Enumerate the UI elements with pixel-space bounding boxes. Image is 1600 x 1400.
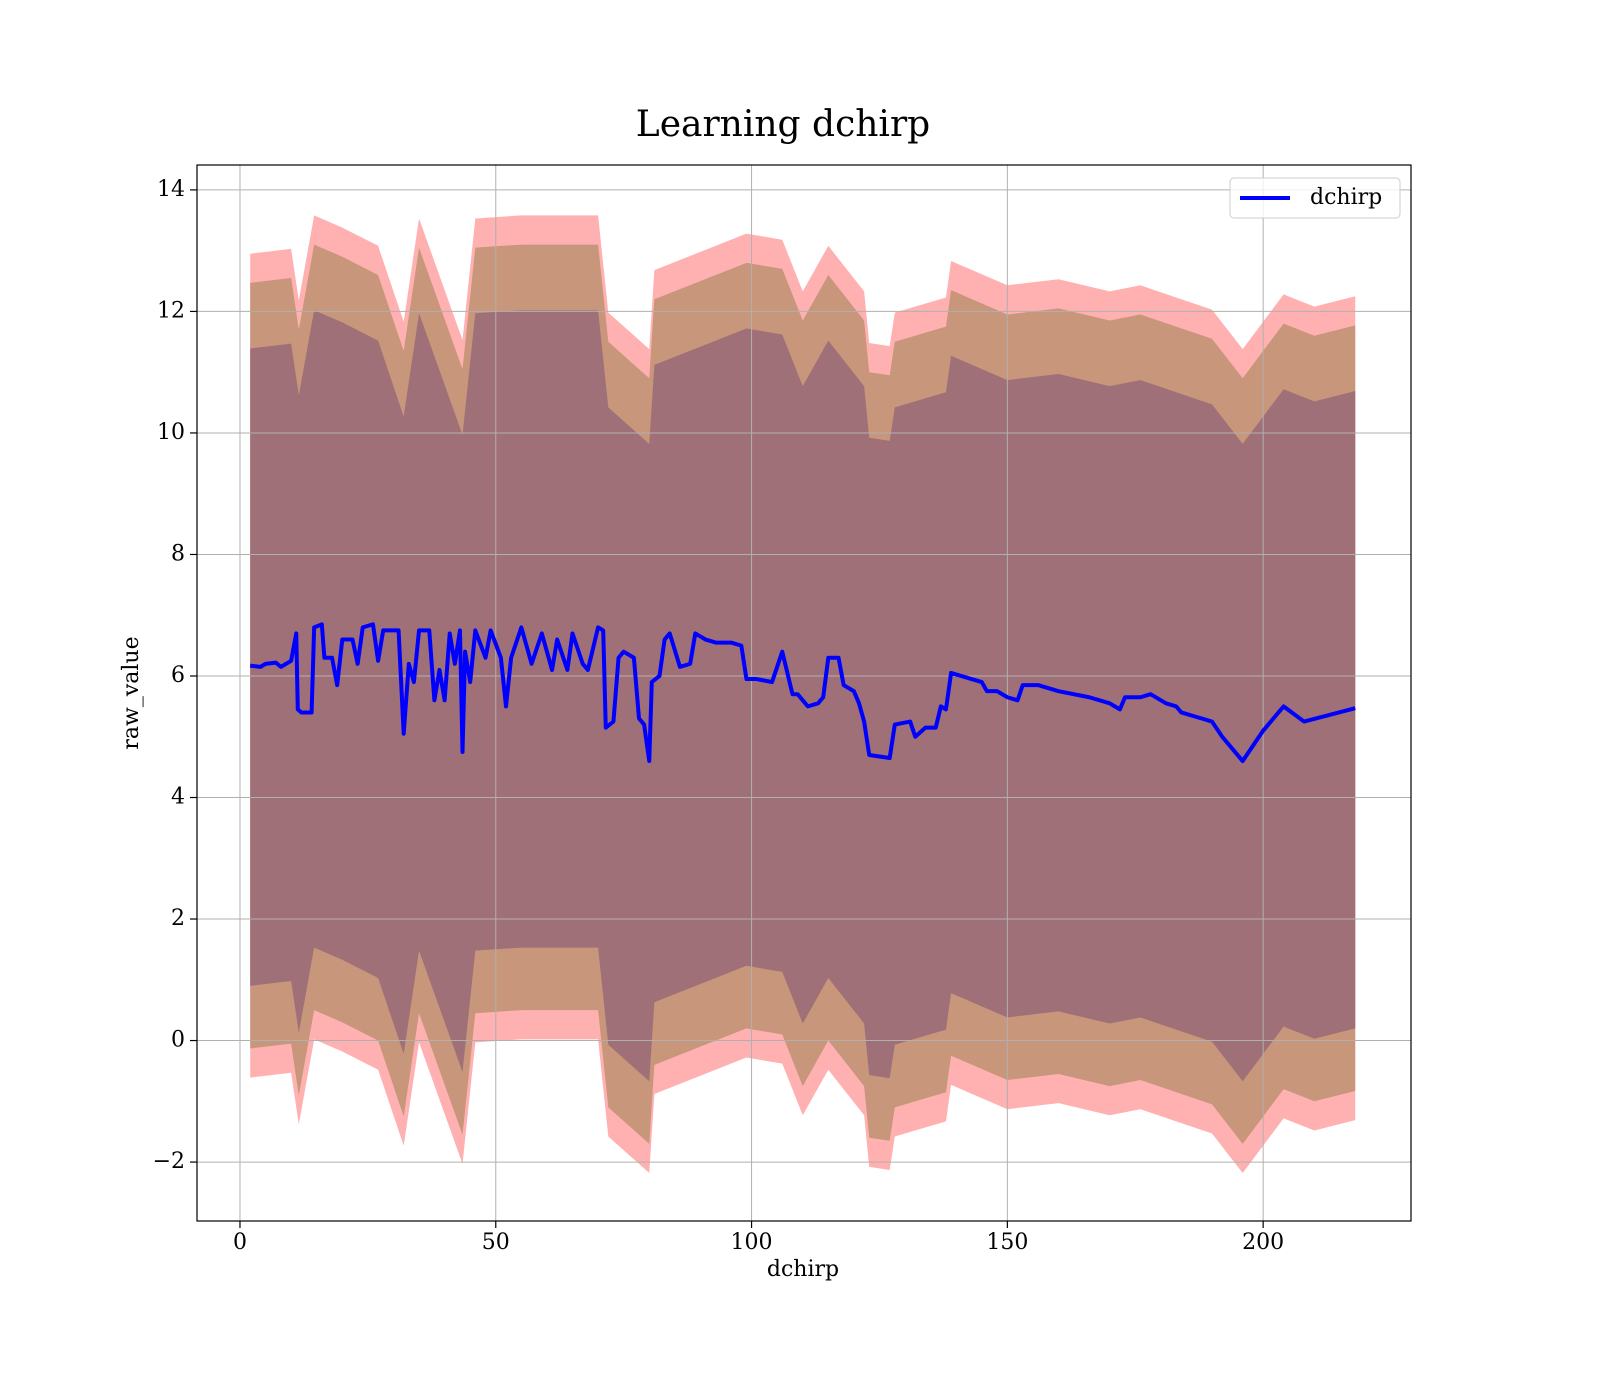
y-tick-label: 8: [171, 541, 185, 566]
y-axis-label: raw_value: [119, 636, 144, 749]
x-tick-label: 50: [482, 1230, 510, 1255]
confidence-band: [250, 310, 1356, 1082]
y-tick-label: 10: [157, 420, 185, 445]
chart-title: Learning dchirp: [636, 104, 930, 145]
y-tick-label: −2: [153, 1149, 185, 1174]
x-tick-label: 100: [731, 1230, 773, 1255]
y-tick-label: 2: [171, 906, 185, 931]
y-tick-label: 14: [157, 177, 185, 202]
legend-label: dchirp: [1310, 185, 1382, 210]
x-tick-label: 150: [986, 1230, 1028, 1255]
y-tick-label: 12: [157, 298, 185, 323]
line: [249, 622, 1356, 764]
x-tick-label: 200: [1242, 1230, 1284, 1255]
x-tick-label: 0: [233, 1230, 247, 1255]
y-tick-label: 0: [171, 1028, 185, 1053]
y-tick-label: 4: [171, 785, 185, 810]
y-tick-label: 6: [171, 663, 185, 688]
legend-box: [1229, 177, 1401, 219]
x-axis-label: dchirp: [767, 1257, 839, 1282]
plot-frame: [196, 164, 1412, 1222]
